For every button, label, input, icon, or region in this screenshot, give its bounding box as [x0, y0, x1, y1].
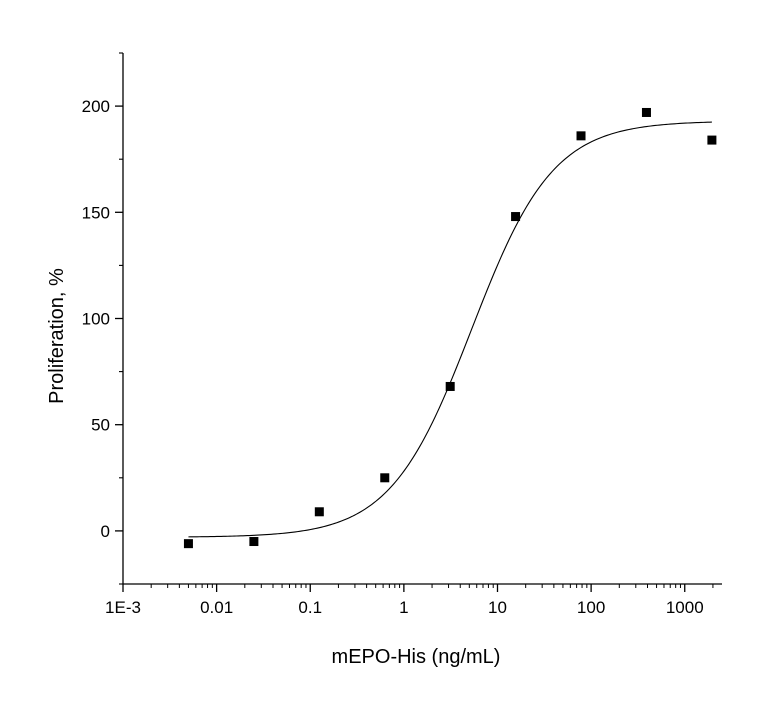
data-point — [249, 537, 259, 547]
y-tick-label: 150 — [82, 203, 110, 222]
y-tick-label: 50 — [91, 416, 110, 435]
y-axis-title: Proliferation, % — [46, 268, 68, 404]
fit-curve — [188, 121, 712, 538]
data-point — [641, 107, 651, 117]
data-point — [314, 507, 324, 517]
x-tick-label: 100 — [577, 598, 605, 617]
y-tick-label: 200 — [82, 97, 110, 116]
x-tick-label: 1000 — [666, 598, 704, 617]
x-tick-label: 0.01 — [200, 598, 233, 617]
data-point — [576, 131, 586, 141]
data-point — [183, 539, 193, 549]
data-point — [380, 473, 390, 483]
y-tick-label: 100 — [82, 310, 110, 329]
x-tick-label: 0.1 — [298, 598, 322, 617]
x-tick-label: 10 — [488, 598, 507, 617]
fit-curve-layer — [188, 121, 712, 538]
data-point — [511, 212, 521, 222]
x-axis-title: mEPO-His (ng/mL) — [332, 646, 501, 668]
data-points — [183, 107, 717, 549]
x-tick-label: 1E-3 — [105, 598, 141, 617]
axes: 0 50 100 150 200 1E-3 0.01 0.1 1 10 100 1000 — [82, 52, 722, 617]
data-point — [707, 135, 717, 145]
x-tick-label: 1 — [399, 598, 408, 617]
data-point — [445, 381, 455, 391]
y-tick-label: 0 — [101, 522, 110, 541]
